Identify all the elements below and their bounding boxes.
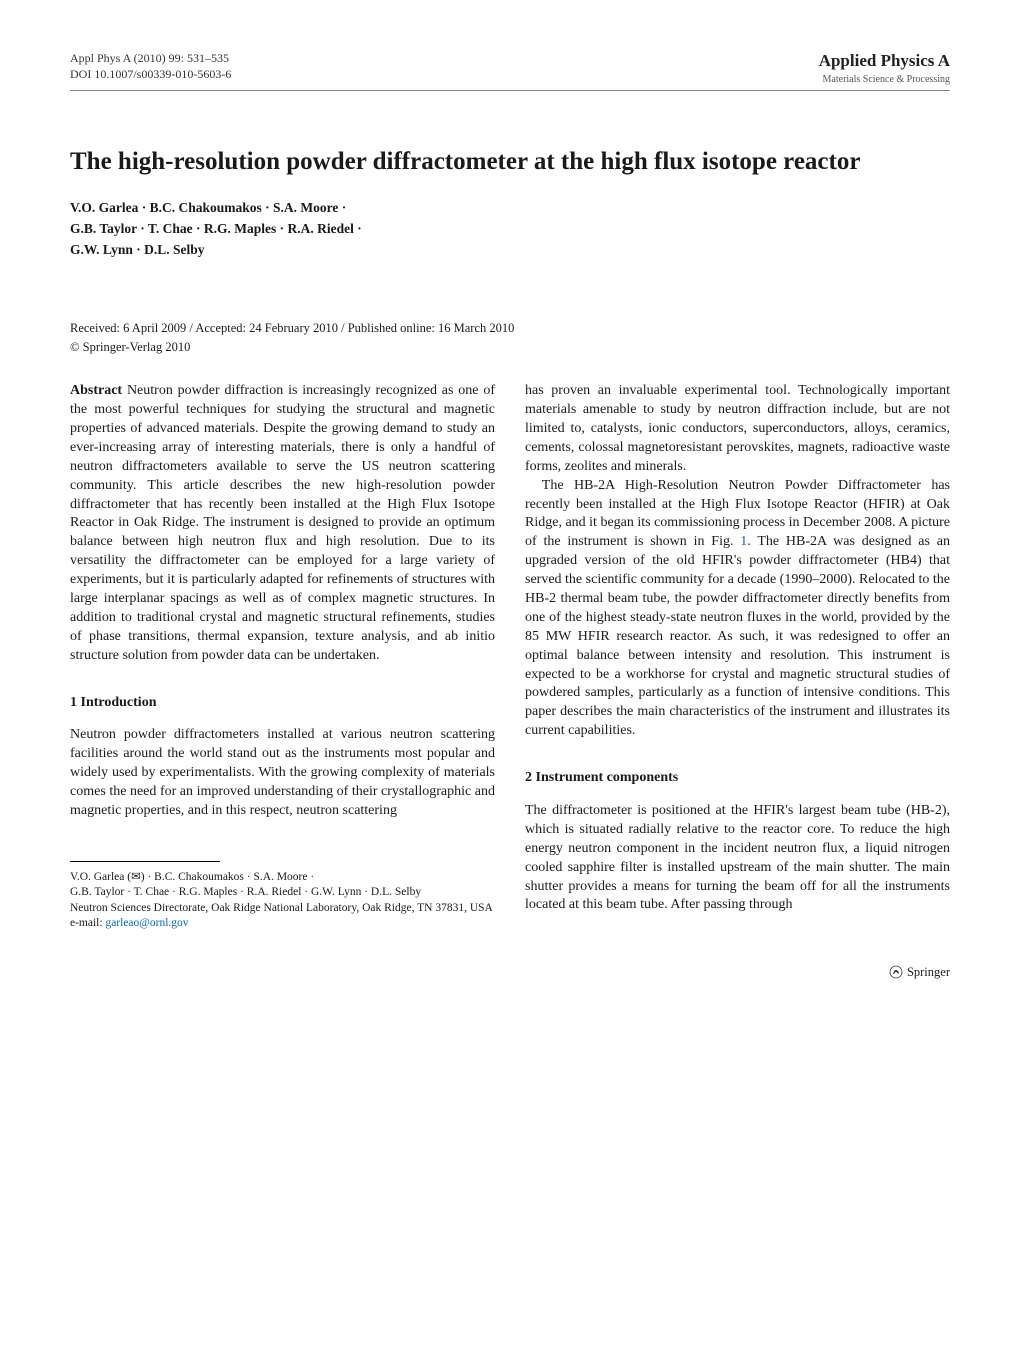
journal-brand: Applied Physics A Materials Science & Pr… [819, 50, 950, 86]
section-heading-components: 2 Instrument components [525, 769, 950, 788]
abstract-text: Neutron powder diffraction is increasing… [70, 383, 495, 662]
footnote-affiliation: Neutron Sciences Directorate, Oak Ridge … [70, 901, 495, 917]
author-line: G.B. Taylor · T. Chae · R.G. Maples · R.… [70, 219, 950, 240]
doi: DOI 10.1007/s00339-010-5603-6 [70, 66, 231, 82]
footnote-authors: G.B. Taylor · T. Chae · R.G. Maples · R.… [70, 885, 495, 901]
author-line: V.O. Garlea · B.C. Chakoumakos · S.A. Mo… [70, 198, 950, 219]
header-rule [70, 90, 950, 91]
author-list: V.O. Garlea · B.C. Chakoumakos · S.A. Mo… [70, 198, 950, 261]
footnote-separator [70, 861, 220, 862]
journal-subtitle: Materials Science & Processing [819, 73, 950, 87]
page-footer: Springer [70, 964, 950, 981]
journal-citation: Appl Phys A (2010) 99: 531–535 [70, 50, 231, 66]
footnote-email-link[interactable]: garleao@ornl.gov [105, 917, 188, 929]
copyright: © Springer-Verlag 2010 [70, 339, 950, 356]
intro-paragraph-2: The HB-2A High-Resolution Neutron Powder… [525, 477, 950, 741]
right-column: has proven an invaluable experimental to… [525, 382, 950, 932]
footnote-email-label: e-mail: [70, 917, 105, 929]
left-column: Abstract Neutron powder diffraction is i… [70, 382, 495, 932]
section-heading-introduction: 1 Introduction [70, 694, 495, 713]
journal-name: Applied Physics A [819, 50, 950, 73]
components-paragraph: The diffractometer is positioned at the … [525, 802, 950, 915]
abstract-label: Abstract [70, 383, 122, 398]
journal-info-block: Appl Phys A (2010) 99: 531–535 DOI 10.10… [70, 50, 231, 82]
footnote-authors: V.O. Garlea (✉) · B.C. Chakoumakos · S.A… [70, 870, 495, 886]
intro-p2-text-b: . The HB-2A was designed as an upgraded … [525, 534, 950, 738]
abstract: Abstract Neutron powder diffraction is i… [70, 382, 495, 665]
publisher-name: Springer [907, 964, 950, 981]
footnote-email-line: e-mail: garleao@ornl.gov [70, 916, 495, 932]
article-dates: Received: 6 April 2009 / Accepted: 24 Fe… [70, 320, 950, 337]
author-line: G.W. Lynn · D.L. Selby [70, 240, 950, 261]
intro-continuation: has proven an invaluable experimental to… [525, 382, 950, 476]
intro-paragraph: Neutron powder diffractometers installed… [70, 726, 495, 820]
author-footnote: V.O. Garlea (✉) · B.C. Chakoumakos · S.A… [70, 870, 495, 932]
page-header: Appl Phys A (2010) 99: 531–535 DOI 10.10… [70, 50, 950, 86]
article-title: The high-resolution powder diffractomete… [70, 146, 950, 177]
two-column-body: Abstract Neutron powder diffraction is i… [70, 382, 950, 932]
springer-horse-icon [889, 965, 903, 979]
